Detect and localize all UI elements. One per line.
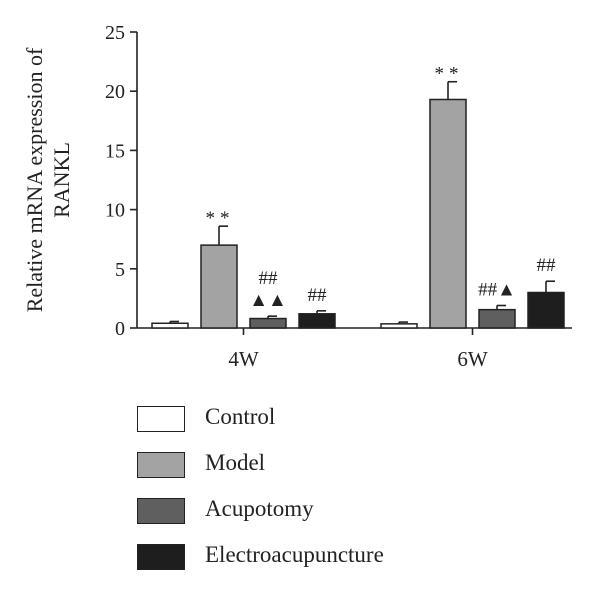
y-tick-label: 5 (115, 259, 125, 281)
bar-acupotomy-6w (478, 308, 516, 329)
significance-mark: ## (537, 255, 557, 276)
legend-item-control: Control (137, 402, 467, 448)
y-axis: 0 5 10 15 20 25 (105, 22, 138, 340)
bar-electroacupuncture-6w (527, 291, 565, 329)
x-tick-label: 6W (457, 347, 488, 371)
bar-model-6w (429, 98, 467, 329)
y-tick-label: 0 (115, 318, 125, 340)
y-tick-label: 10 (105, 200, 125, 222)
significance-marks: **##▲▲ ##**##▲## (206, 64, 557, 311)
legend-label: Model (205, 450, 266, 475)
legend-swatch (137, 544, 185, 570)
y-tick-label: 25 (105, 22, 125, 44)
bar-model-4w (200, 244, 238, 329)
y-axis-label-line: Relative mRNA expression of (22, 47, 47, 312)
legend: Control Model Acupotomy Electroacupuncture (137, 402, 467, 586)
y-tick-label: 20 (105, 81, 125, 103)
significance-mark: ▲▲ (249, 290, 287, 311)
bars (151, 80, 565, 329)
significance-mark: ** (206, 208, 235, 229)
legend-swatch (137, 452, 185, 478)
legend-item-acupotomy: Acupotomy (137, 494, 467, 540)
legend-item-electroacupuncture: Electroacupuncture (137, 540, 467, 586)
y-axis-label: Relative mRNA expression of RANKL (22, 47, 74, 312)
y-tick-label: 15 (105, 140, 125, 162)
significance-mark: ## (259, 268, 279, 289)
legend-label: Acupotomy (205, 496, 314, 521)
legend-item-model: Model (137, 448, 467, 494)
legend-label: Electroacupuncture (205, 542, 384, 567)
bar-acupotomy-4w (249, 317, 287, 329)
legend-swatch (137, 498, 185, 524)
x-axis: 4W 6W (137, 327, 572, 371)
legend-label: Control (205, 404, 276, 429)
x-tick-label: 4W (228, 347, 259, 371)
bar-control-6w (380, 323, 418, 329)
y-axis-label-line: RANKL (49, 142, 74, 218)
significance-mark: ## (308, 285, 328, 306)
legend-swatch (137, 406, 185, 432)
bar-control-4w (151, 322, 189, 329)
significance-mark: ** (435, 64, 464, 85)
significance-mark: ##▲ (478, 280, 516, 301)
bar-electroacupuncture-4w (298, 313, 336, 329)
